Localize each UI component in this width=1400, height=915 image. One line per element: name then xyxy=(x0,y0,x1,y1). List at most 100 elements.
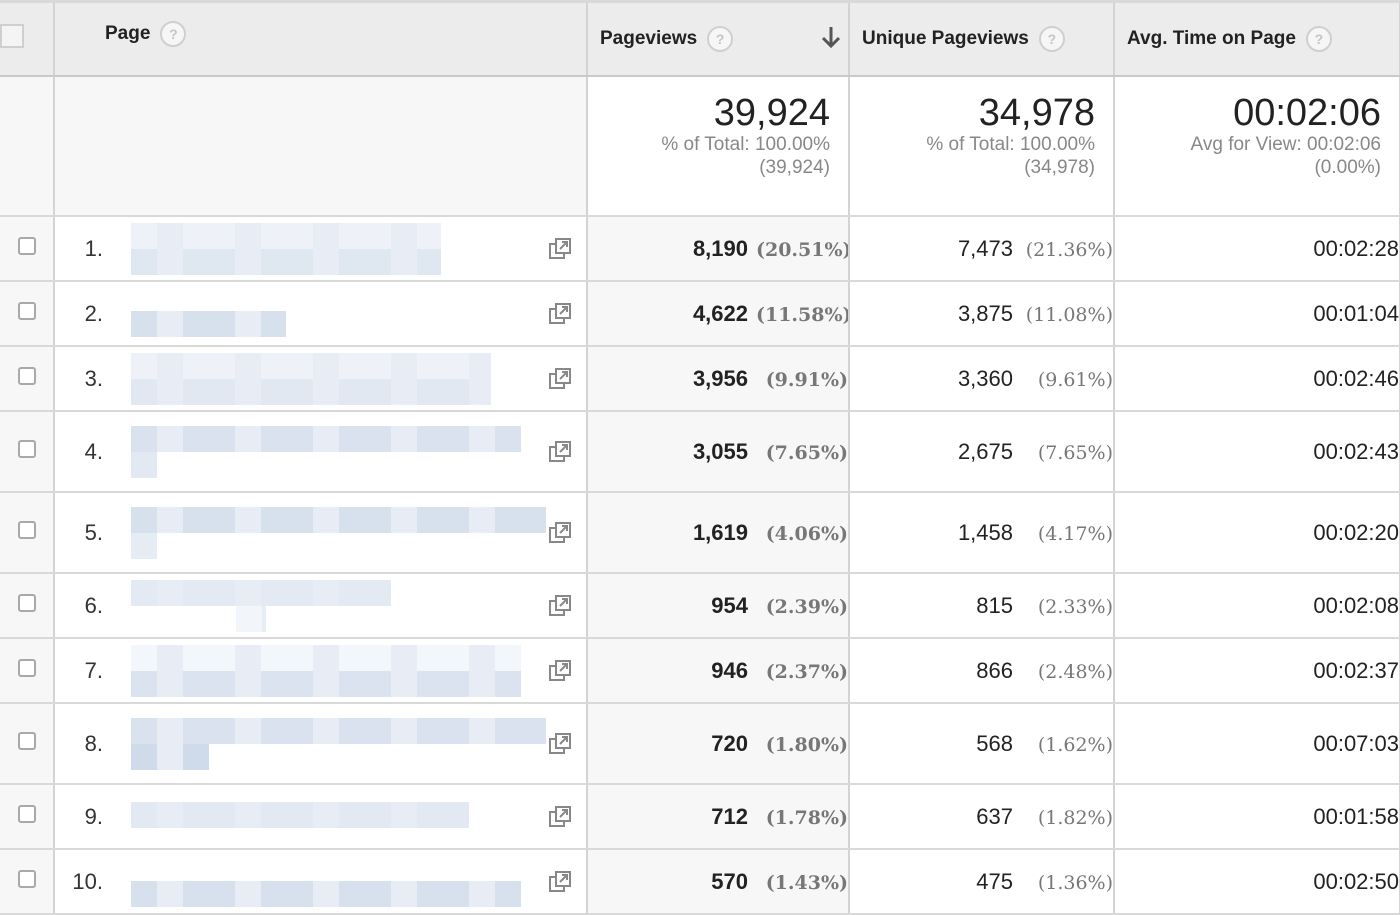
unique-pageviews-percent: (9.61%) xyxy=(1037,368,1113,391)
blur-block xyxy=(131,452,157,478)
unique-pageviews-percent: (4.17%) xyxy=(1037,522,1113,545)
pageviews-percent: (9.91%) xyxy=(765,368,848,391)
pageviews-cell: 720 (1.80%) xyxy=(587,703,850,785)
unique-pageviews-value: 7,473 xyxy=(957,235,1013,261)
blurred-page-path[interactable] xyxy=(105,217,545,279)
unique-pageviews-percent: (21.36%) xyxy=(1025,238,1113,261)
row-checkbox[interactable] xyxy=(17,440,36,458)
table-row[interactable]: 6. 954 (2.39%) 815 (2.33%) 00:02:08 xyxy=(0,573,1400,639)
total-unique-absolute: (34,978) xyxy=(1024,157,1095,178)
open-in-new-window-icon[interactable] xyxy=(548,521,572,545)
row-index: 6. xyxy=(84,592,103,618)
pageviews-percent: (1.43%) xyxy=(765,871,848,894)
total-pageviews-percent: % of Total: 100.00% xyxy=(661,134,830,155)
open-in-new-window-icon[interactable] xyxy=(548,367,572,391)
pageviews-value: 954 xyxy=(711,592,748,618)
page-cell: 2. xyxy=(54,281,588,347)
row-checkbox[interactable] xyxy=(17,237,36,255)
page-cell: 7. xyxy=(54,638,588,704)
open-in-new-window-icon[interactable] xyxy=(548,302,572,326)
avg-time-cell: 00:02:20 xyxy=(1114,492,1400,574)
unique-pageviews-value: 1,458 xyxy=(957,519,1013,545)
pageviews-cell: 4,622 (11.58%) xyxy=(587,281,850,347)
table-row[interactable]: 7. 946 (2.37%) 866 (2.48%) 00:02:37 xyxy=(0,638,1400,704)
row-checkbox-cell xyxy=(0,216,55,282)
blurred-page-path[interactable] xyxy=(105,282,545,344)
row-checkbox-cell xyxy=(0,573,55,639)
total-avg-time-line: Avg for View: 00:02:06 xyxy=(1190,134,1381,155)
pageviews-cell: 1,619 (4.06%) xyxy=(587,492,850,574)
help-icon[interactable]: ? xyxy=(1038,26,1065,52)
avg-time-cell: 00:02:50 xyxy=(1114,849,1400,915)
open-in-new-window-icon[interactable] xyxy=(548,805,572,829)
blurred-page-path[interactable] xyxy=(105,574,545,636)
arrow-down-icon[interactable] xyxy=(820,25,842,49)
row-checkbox[interactable] xyxy=(17,659,36,677)
page-column-header[interactable]: Page ? xyxy=(54,0,588,77)
row-checkbox[interactable] xyxy=(17,594,36,612)
unique-pageviews-cell: 866 (2.48%) xyxy=(849,638,1115,704)
open-in-new-window-icon[interactable] xyxy=(548,870,572,894)
unique-pageviews-cell: 1,458 (4.17%) xyxy=(849,492,1115,574)
table-row[interactable]: 2. 4,622 (11.58%) 3,875 (11.08%) 00:01:04 xyxy=(0,281,1400,347)
totals-row: 39,924 % of Total: 100.00% (39,924) 34,9… xyxy=(0,76,1400,217)
open-in-new-window-icon[interactable] xyxy=(548,440,572,464)
unique-pageviews-column-header[interactable]: Unique Pageviews ? xyxy=(849,0,1115,77)
total-avg-time-value: 00:02:06 xyxy=(1233,92,1381,134)
blurred-page-path[interactable] xyxy=(105,785,545,847)
table-row[interactable]: 3. 3,956 (9.91%) 3,360 (9.61%) 00:02:46 xyxy=(0,346,1400,412)
page-cell: 8. xyxy=(54,703,588,785)
open-in-new-window-icon[interactable] xyxy=(548,237,572,261)
avg-time-value: 00:02:50 xyxy=(1313,868,1399,894)
unique-pageviews-value: 3,875 xyxy=(957,300,1013,326)
select-all-checkbox[interactable] xyxy=(0,24,24,48)
blurred-page-path[interactable] xyxy=(105,412,545,490)
open-in-new-window-icon[interactable] xyxy=(548,659,572,683)
open-in-new-window-icon[interactable] xyxy=(548,594,572,618)
blur-block xyxy=(131,802,469,828)
row-index: 4. xyxy=(84,438,103,464)
unique-pageviews-percent: (2.48%) xyxy=(1037,660,1113,683)
blurred-page-path[interactable] xyxy=(105,850,545,912)
table-row[interactable]: 1. 8,190 (20.51%) 7,473 (21.36%) 00:02:28 xyxy=(0,216,1400,282)
unique-pageviews-value: 815 xyxy=(976,592,1013,618)
row-checkbox-cell xyxy=(0,784,55,850)
table-row[interactable]: 9. 712 (1.78%) 637 (1.82%) 00:01:58 xyxy=(0,784,1400,850)
page-cell: 9. xyxy=(54,784,588,850)
totals-page-cell xyxy=(54,76,588,217)
unique-pageviews-cell: 568 (1.62%) xyxy=(849,703,1115,785)
unique-pageviews-cell: 3,875 (11.08%) xyxy=(849,281,1115,347)
blurred-page-path[interactable] xyxy=(105,639,545,701)
table-row[interactable]: 10. 570 (1.43%) 475 (1.36%) 00:02:50 xyxy=(0,849,1400,915)
unique-pageviews-percent: (1.62%) xyxy=(1037,733,1113,756)
pageviews-column-header[interactable]: Pageviews ? xyxy=(587,0,850,77)
help-icon[interactable]: ? xyxy=(160,21,187,47)
row-checkbox[interactable] xyxy=(17,805,36,823)
unique-pageviews-value: 568 xyxy=(976,730,1013,756)
help-icon[interactable]: ? xyxy=(1305,26,1332,52)
table-row[interactable]: 5. 1,619 (4.06%) 1,458 (4.17%) 00:02:20 xyxy=(0,492,1400,574)
unique-pageviews-cell: 475 (1.36%) xyxy=(849,849,1115,915)
open-in-new-window-icon[interactable] xyxy=(548,732,572,756)
blurred-page-path[interactable] xyxy=(105,347,545,409)
avg-time-cell: 00:02:43 xyxy=(1114,411,1400,493)
blurred-page-path[interactable] xyxy=(105,493,546,571)
row-checkbox[interactable] xyxy=(17,367,36,385)
avg-time-value: 00:07:03 xyxy=(1313,730,1399,756)
row-checkbox[interactable] xyxy=(17,870,36,888)
totals-checkbox-cell xyxy=(0,76,55,217)
row-checkbox-cell xyxy=(0,281,55,347)
row-checkbox[interactable] xyxy=(17,732,36,750)
avg-time-column-header[interactable]: Avg. Time on Page ? xyxy=(1114,0,1400,77)
row-checkbox[interactable] xyxy=(17,521,36,539)
table-row[interactable]: 8. 720 (1.80%) 568 (1.62%) 00:07:03 xyxy=(0,703,1400,785)
table-row[interactable]: 4. 3,055 (7.65%) 2,675 (7.65%) 00:02:43 xyxy=(0,411,1400,493)
unique-pageviews-value: 475 xyxy=(976,868,1013,894)
total-unique-percent: % of Total: 100.00% xyxy=(926,134,1095,155)
blurred-page-path[interactable] xyxy=(105,704,546,782)
row-checkbox[interactable] xyxy=(17,302,36,320)
unique-pageviews-value: 866 xyxy=(976,657,1013,683)
blur-block xyxy=(131,580,391,606)
help-icon[interactable]: ? xyxy=(707,26,734,52)
avg-time-cell: 00:01:04 xyxy=(1114,281,1400,347)
